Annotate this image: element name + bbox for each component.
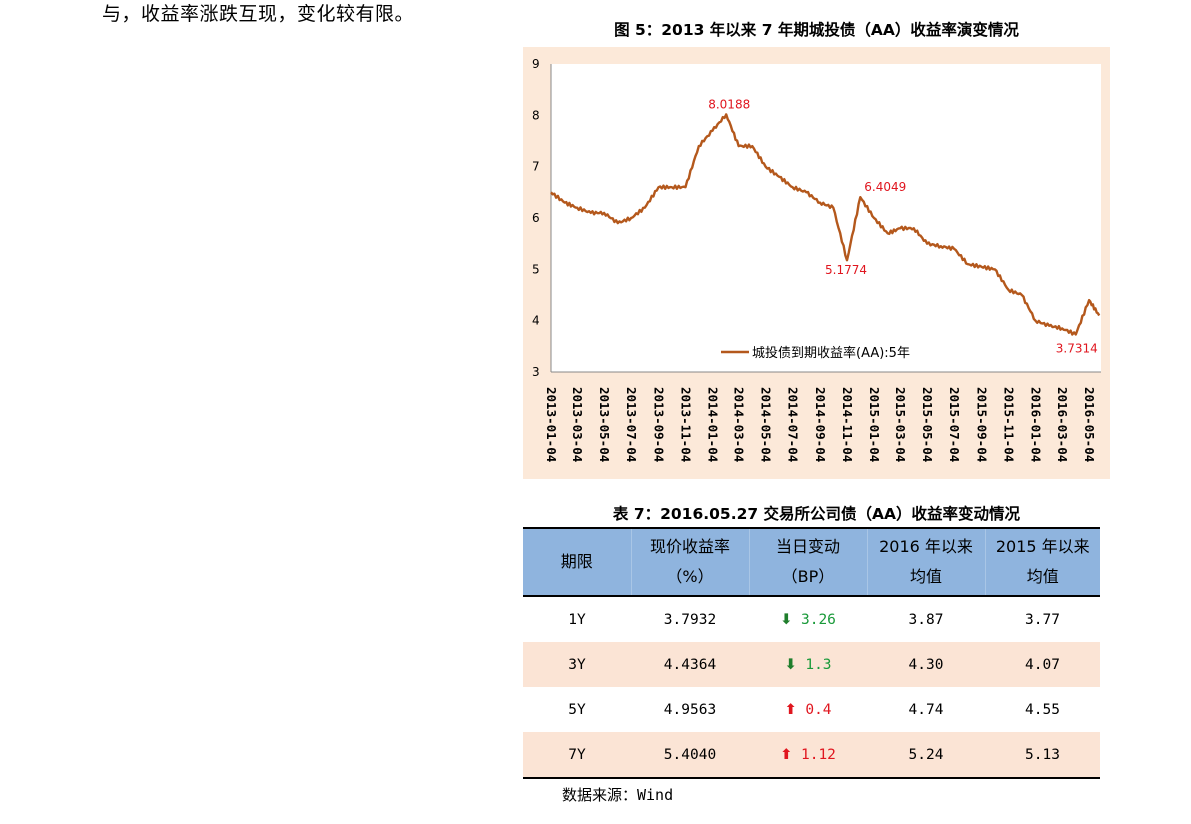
x-tick-label: 2016-03-04 <box>1055 387 1070 462</box>
arrow-down-icon: ⬇ <box>784 656 797 673</box>
x-tick-label: 2014-11-04 <box>840 387 855 462</box>
cell-avg-2016: 5.24 <box>867 732 985 778</box>
cell-term: 7Y <box>523 732 631 778</box>
table-row: 1Y 3.7932 ⬇ 3.26 3.87 3.77 <box>523 596 1100 642</box>
header-term: 期限 <box>523 528 631 596</box>
intro-paragraph: 与，收益率涨跌互现，变化较有限。 <box>102 3 415 25</box>
x-tick-label: 2016-05-04 <box>1082 387 1097 462</box>
x-tick-label: 2015-01-04 <box>867 387 882 462</box>
header-avg-2016: 2016 年以来 均值 <box>866 528 985 596</box>
table-row: 5Y 4.9563 ⬆ 0.4 4.74 4.55 <box>523 687 1100 732</box>
cell-term: 1Y <box>568 611 586 628</box>
x-tick-label: 2013-03-04 <box>570 387 585 462</box>
y-axis-ticks: 3 4 5 6 7 8 9 <box>532 57 540 379</box>
x-axis-ticks: 2013-01-04 2013-03-04 2013-05-04 2013-07-04… <box>544 387 1097 462</box>
x-tick-label: 2013-01-04 <box>544 387 559 462</box>
annotation-label: 8.0188 <box>708 97 750 111</box>
arrow-up-icon: ⬆ <box>780 746 793 763</box>
cell-yield: 5.4040 <box>631 732 749 778</box>
annotation-label: 5.1774 <box>825 263 867 277</box>
cell-avg-2015: 5.13 <box>985 732 1100 778</box>
x-tick-label: 2014-01-04 <box>706 387 721 462</box>
x-tick-label: 2014-05-04 <box>759 387 774 462</box>
cell-term: 3Y <box>523 642 631 687</box>
y-tick-label: 5 <box>532 262 540 276</box>
x-tick-label: 2015-07-04 <box>947 387 962 462</box>
y-tick-label: 8 <box>532 108 540 122</box>
cell-change: ⬆ 0.4 <box>784 701 832 718</box>
table-row: 3Y 4.4364 ⬇ 1.3 4.30 4.07 <box>523 642 1100 687</box>
x-tick-label: 2013-07-04 <box>624 387 639 462</box>
x-tick-label: 2013-05-04 <box>597 387 612 462</box>
cell-avg-2016: 3.87 <box>908 611 944 628</box>
y-tick-label: 7 <box>532 160 540 174</box>
x-tick-label: 2014-09-04 <box>813 387 828 462</box>
cell-avg-2015: 4.07 <box>985 642 1100 687</box>
x-tick-label: 2015-09-04 <box>975 387 990 462</box>
x-tick-label: 2016-01-04 <box>1029 387 1044 462</box>
x-tick-label: 2014-07-04 <box>786 387 801 462</box>
arrow-up-icon: ⬆ <box>784 701 797 718</box>
plot-area <box>551 64 1101 372</box>
y-tick-label: 9 <box>532 57 540 71</box>
yield-table-wrapper: 期限 现价收益率 （%） 当日变动 （BP） 2016 年以来 均值 2015 年以来… <box>523 527 1100 779</box>
yield-table: 期限 现价收益率 （%） 当日变动 （BP） 2016 年以来 均值 2015 年以来… <box>523 527 1100 779</box>
x-tick-label: 2013-09-04 <box>652 387 667 462</box>
annotation-label: 6.4049 <box>864 180 906 194</box>
header-change: 当日变动 （BP） <box>748 528 867 596</box>
cell-term: 5Y <box>568 701 586 718</box>
annotation-label: 3.7314 <box>1056 341 1098 355</box>
cell-avg-2015: 3.77 <box>1025 611 1060 628</box>
x-tick-label: 2015-11-04 <box>1002 387 1017 462</box>
table-row: 7Y 5.4040 ⬆ 1.12 5.24 5.13 <box>523 732 1100 778</box>
cell-yield: 4.4364 <box>631 642 749 687</box>
cell-change: ⬆ 1.12 <box>749 732 867 778</box>
cell-avg-2016: 4.30 <box>867 642 985 687</box>
y-tick-label: 3 <box>532 365 540 379</box>
header-avg-2015: 2015 年以来 均值 <box>984 528 1100 596</box>
legend-label: 城投债到期收益率(AA):5年 <box>752 345 910 361</box>
data-source: 数据来源：Wind <box>562 786 674 804</box>
cell-change: ⬇ 3.26 <box>780 611 836 628</box>
cell-yield: 4.9563 <box>663 701 717 718</box>
figure-title: 图 5：2013 年以来 7 年期城投债（AA）收益率演变情况 <box>614 21 1019 39</box>
chart-legend: 城投债到期收益率(AA):5年 <box>721 345 910 361</box>
arrow-down-icon: ⬇ <box>780 611 793 628</box>
cell-yield: 3.7932 <box>663 611 717 628</box>
x-tick-label: 2015-03-04 <box>893 387 908 462</box>
y-tick-label: 4 <box>532 314 540 328</box>
header-yield: 现价收益率 （%） <box>630 528 749 596</box>
cell-avg-2016: 4.74 <box>908 701 944 718</box>
y-tick-label: 6 <box>532 211 540 225</box>
series-line <box>550 113 1101 336</box>
table-header-row: 期限 现价收益率 （%） 当日变动 （BP） 2016 年以来 均值 2015 年以来… <box>523 528 1100 596</box>
x-tick-label: 2013-11-04 <box>679 387 694 462</box>
x-tick-label: 2014-03-04 <box>732 387 747 462</box>
cell-avg-2015: 4.55 <box>1025 701 1060 718</box>
cell-change: ⬇ 1.3 <box>749 642 867 687</box>
table-title: 表 7：2016.05.27 交易所公司债（AA）收益率变动情况 <box>612 505 1021 523</box>
annotations: 8.0188 5.1774 6.4049 3.7314 <box>708 97 1098 355</box>
x-tick-label: 2015-05-04 <box>920 387 935 462</box>
